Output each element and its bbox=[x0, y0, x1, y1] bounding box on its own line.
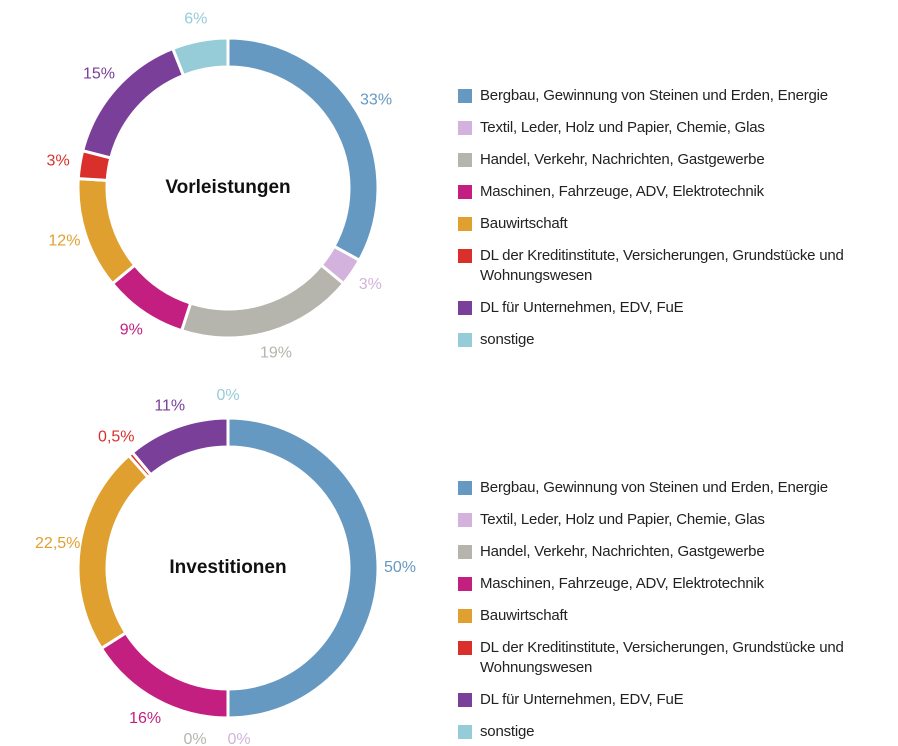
legend-label: sonstige bbox=[480, 723, 535, 740]
legend-swatch bbox=[458, 121, 472, 135]
legend-item: Bauwirtschaft bbox=[458, 214, 888, 234]
legend-item: Bauwirtschaft bbox=[458, 606, 888, 626]
legend-swatch bbox=[458, 481, 472, 495]
legend-item: DL für Unternehmen, EDV, FuE bbox=[458, 690, 888, 710]
data-label: 9% bbox=[120, 321, 143, 338]
legend-item: sonstige bbox=[458, 722, 888, 742]
legend-label: Bergbau, Gewinnung von Steinen und Erden… bbox=[480, 87, 828, 104]
legend-label: DL für Unternehmen, EDV, FuE bbox=[480, 691, 684, 708]
legend: Bergbau, Gewinnung von Steinen und Erden… bbox=[458, 478, 888, 746]
legend-label: Handel, Verkehr, Nachrichten, Gastgewerb… bbox=[480, 151, 765, 168]
chart-title: Investitionen bbox=[169, 557, 286, 578]
legend-label: Bergbau, Gewinnung von Steinen und Erden… bbox=[480, 479, 828, 496]
data-label: 12% bbox=[48, 232, 80, 249]
legend: Bergbau, Gewinnung von Steinen und Erden… bbox=[458, 86, 888, 362]
legend-item: Bergbau, Gewinnung von Steinen und Erden… bbox=[458, 86, 888, 106]
data-label: 3% bbox=[359, 276, 382, 293]
legend-item: DL für Unternehmen, EDV, FuE bbox=[458, 298, 888, 318]
legend-swatch bbox=[458, 249, 472, 263]
donut-slice bbox=[130, 416, 230, 477]
legend-label: Maschinen, Fahrzeuge, ADV, Elektrotechni… bbox=[480, 575, 764, 592]
legend-label: Bauwirtschaft bbox=[480, 215, 568, 232]
legend-swatch bbox=[458, 89, 472, 103]
legend-item: Maschinen, Fahrzeuge, ADV, Elektrotechni… bbox=[458, 574, 888, 594]
legend-swatch bbox=[458, 301, 472, 315]
chart-title: Vorleistungen bbox=[165, 177, 290, 198]
legend-item: sonstige bbox=[458, 330, 888, 350]
legend-swatch bbox=[458, 545, 472, 559]
legend-swatch bbox=[458, 217, 472, 231]
legend-item: Maschinen, Fahrzeuge, ADV, Elektrotechni… bbox=[458, 182, 888, 202]
donut-slice bbox=[76, 453, 151, 651]
data-label: 15% bbox=[83, 65, 115, 82]
data-label: 3% bbox=[47, 152, 70, 169]
data-label: 6% bbox=[184, 10, 207, 27]
legend-label: sonstige bbox=[480, 331, 535, 348]
legend-label: Textil, Leder, Holz und Papier, Chemie, … bbox=[480, 511, 765, 528]
donut-slice bbox=[179, 263, 346, 340]
legend-item: Handel, Verkehr, Nachrichten, Gastgewerb… bbox=[458, 150, 888, 170]
legend-swatch bbox=[458, 725, 472, 739]
data-label: 0% bbox=[183, 731, 206, 746]
donut-slice bbox=[99, 630, 230, 720]
legend-item: DL der Kreditinstitute, Versicherungen, … bbox=[458, 638, 888, 678]
legend-label: Bauwirtschaft bbox=[480, 607, 568, 624]
legend-label: Maschinen, Fahrzeuge, ADV, Elektrotechni… bbox=[480, 183, 764, 200]
donut-slice bbox=[226, 416, 380, 720]
legend-item: Bergbau, Gewinnung von Steinen und Erden… bbox=[458, 478, 888, 498]
data-label: 19% bbox=[260, 344, 292, 361]
legend-swatch bbox=[458, 513, 472, 527]
data-label: 11% bbox=[154, 397, 185, 414]
legend-label: DL der Kreditinstitute, Versicherungen, … bbox=[480, 639, 844, 676]
legend-label: Handel, Verkehr, Nachrichten, Gastgewerb… bbox=[480, 543, 765, 560]
donut-slice bbox=[226, 36, 380, 263]
legend-label: DL für Unternehmen, EDV, FuE bbox=[480, 299, 684, 316]
legend-item: Handel, Verkehr, Nachrichten, Gastgewerb… bbox=[458, 542, 888, 562]
donut-slice bbox=[170, 36, 230, 78]
legend-swatch bbox=[458, 153, 472, 167]
data-label: 0,5% bbox=[98, 428, 134, 445]
legend-item: DL der Kreditinstitute, Versicherungen, … bbox=[458, 246, 888, 286]
legend-swatch bbox=[458, 609, 472, 623]
legend-label: DL der Kreditinstitute, Versicherungen, … bbox=[480, 247, 844, 284]
data-label: 50% bbox=[384, 559, 416, 576]
legend-swatch bbox=[458, 333, 472, 347]
donut-slice bbox=[76, 176, 137, 286]
legend-swatch bbox=[458, 577, 472, 591]
legend-swatch bbox=[458, 185, 472, 199]
legend-swatch bbox=[458, 641, 472, 655]
data-label: 16% bbox=[129, 710, 161, 727]
data-label: 22,5% bbox=[35, 535, 80, 552]
legend-swatch bbox=[458, 693, 472, 707]
legend-item: Textil, Leder, Holz und Papier, Chemie, … bbox=[458, 118, 888, 138]
data-label: 33% bbox=[360, 92, 392, 109]
legend-label: Textil, Leder, Holz und Papier, Chemie, … bbox=[480, 119, 765, 136]
data-label: 0% bbox=[227, 731, 250, 746]
data-label: 0% bbox=[216, 387, 239, 404]
legend-item: Textil, Leder, Holz und Papier, Chemie, … bbox=[458, 510, 888, 530]
